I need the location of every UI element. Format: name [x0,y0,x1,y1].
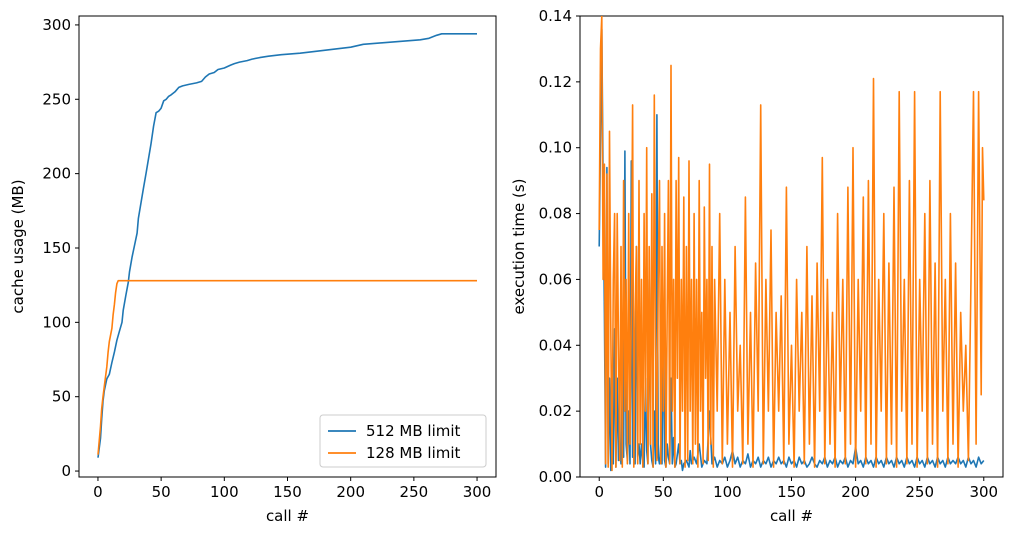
cache-usage-x-tick-label: 150 [273,483,302,501]
execution-time-y-tick-label: 0.04 [539,336,572,354]
execution-time-x-tick-label: 300 [969,483,998,501]
cache-usage-y-tick-label: 300 [42,16,71,34]
execution-time-x-tick-label: 100 [713,483,742,501]
legend-box [319,414,487,468]
execution-time-y-tick-label: 0.10 [539,139,572,157]
cache-usage-plot-area [78,15,497,478]
execution-time-x-tick-label: 200 [841,483,870,501]
execution-time-y-tick-label: 0.00 [539,468,572,486]
cache-usage-y-axis-label: cache usage (MB) [9,179,27,313]
execution-time-x-tick-label: 150 [777,483,806,501]
cache-usage-legend: 512 MB limit 128 MB limit [319,414,487,468]
legend-label: 128 MB limit [366,444,461,462]
execution-time-y-tick-label: 0.06 [539,270,572,288]
cache-usage-series-512-mb-limit-line [97,33,477,458]
cache-usage-y-tick-label: 200 [42,165,71,183]
execution-time-y-axis-label: execution time (s) [510,178,528,314]
execution-time-x-tick-label: 0 [594,483,604,501]
cache-usage-y-tick-label: 50 [52,388,71,406]
cache-usage-x-tick-label: 0 [93,483,103,501]
cache-usage-y-tick-label: 100 [42,313,71,331]
execution-time-y-tick-label: 0.14 [539,7,572,25]
cache-usage-x-tick-label: 250 [400,483,429,501]
execution-time-x-axis-label: call # [770,507,813,525]
cache-usage-y-tick-label: 150 [42,239,71,257]
execution-time-x-tick-label: 250 [905,483,934,501]
cache-usage-x-tick-label: 100 [210,483,239,501]
execution-time-x-tick-label: 50 [654,483,673,501]
execution-time-series-128-mb-limit-line [598,16,985,472]
execution-time-y-tick-label: 0.12 [539,73,572,91]
cache-usage-series-128-mb-limit-line [97,279,477,455]
cache-usage-x-tick-label: 300 [463,483,492,501]
cache-usage-x-tick-label: 50 [152,483,171,501]
execution-time-panel: 0 50 100 150 200 250 300 0.00 0.02 0.04 0.06 0.08 0.… [510,7,1004,525]
cache-usage-panel: 0 50 100 150 200 250 300 0 50 100 150 200 250 300 cal… [9,15,497,525]
cache-usage-x-tick-label: 200 [336,483,365,501]
legend-label: 512 MB limit [366,422,461,440]
execution-time-series-512-mb-limit-line [598,28,985,472]
cache-usage-x-axis-label: call # [266,507,309,525]
execution-time-y-tick-label: 0.08 [539,205,572,223]
cache-usage-y-tick-label: 0 [61,462,71,480]
cache-usage-y-tick-label: 250 [42,90,71,108]
execution-time-y-tick-label: 0.02 [539,402,572,420]
